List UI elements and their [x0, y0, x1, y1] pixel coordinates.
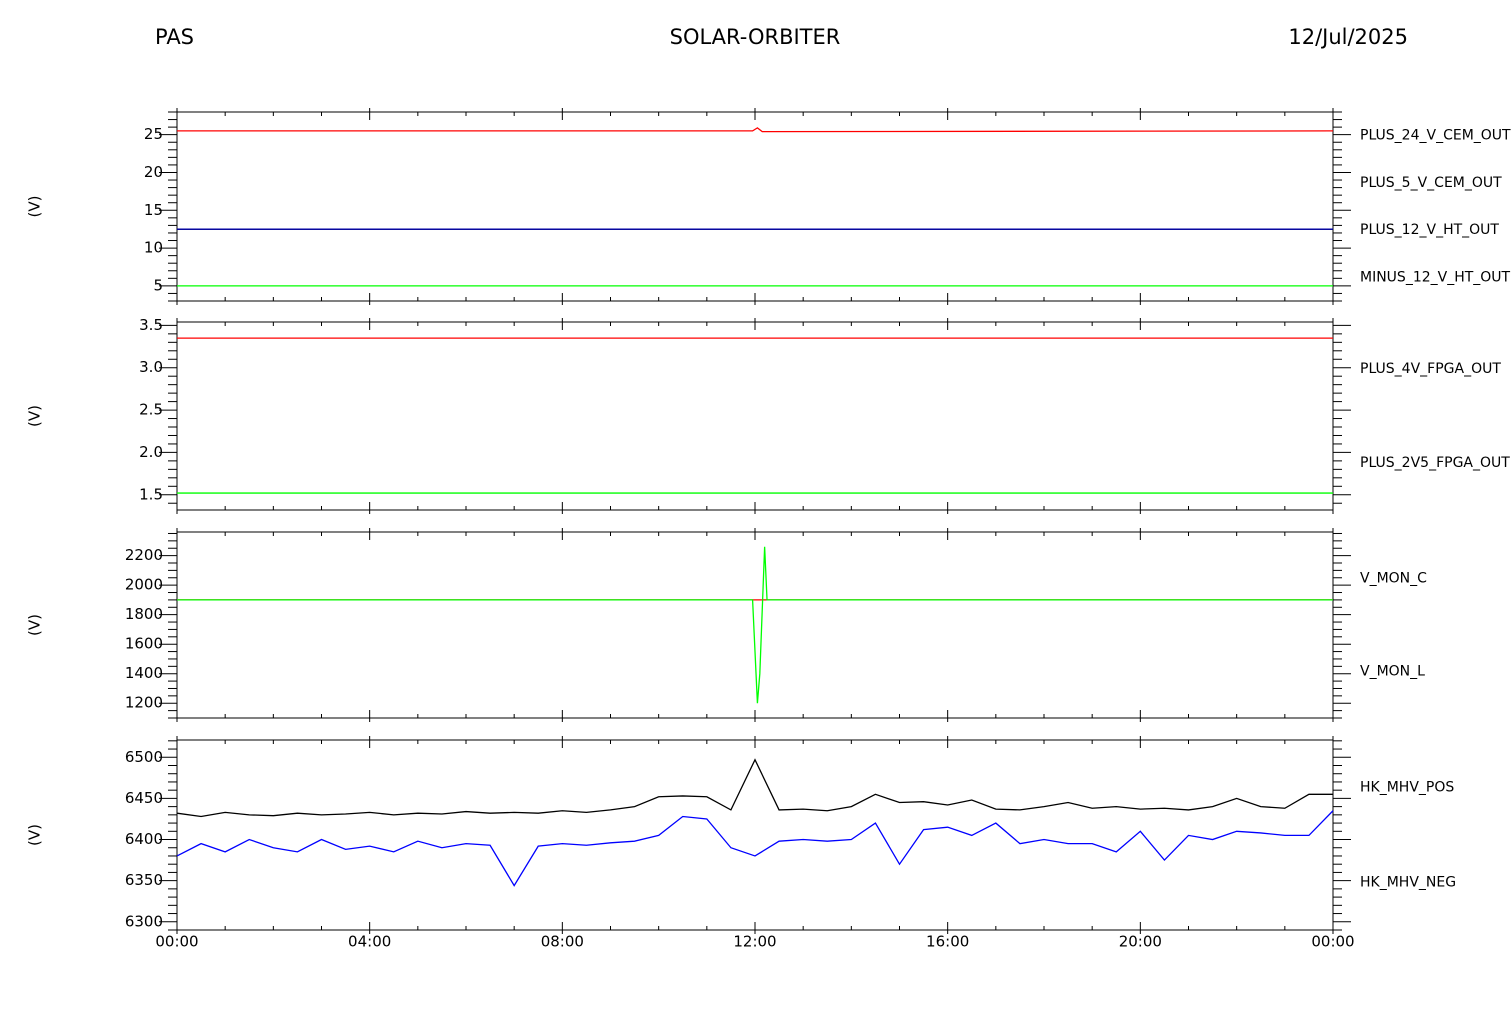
legend-label: V_MON_C — [1360, 571, 1427, 587]
y-tick-label: 5 — [153, 276, 163, 294]
plot-frame — [176, 321, 1334, 511]
legend-label: PLUS_2V5_FPGA_OUT — [1360, 455, 1510, 471]
legend-label: PLUS_12_V_HT_OUT — [1360, 222, 1499, 238]
legend-label: HK_MHV_NEG — [1360, 875, 1456, 891]
legend-label: V_MON_L — [1360, 664, 1425, 680]
plot-frame — [176, 111, 1334, 302]
plot-frame — [176, 531, 1334, 719]
plot-frame — [176, 739, 1334, 931]
y-axis-label: (V) — [26, 824, 44, 846]
series-line — [176, 810, 1334, 887]
x-tick-label: 16:00 — [926, 933, 969, 951]
y-tick-label: 1200 — [125, 694, 163, 712]
y-axis-label: (V) — [26, 196, 44, 218]
x-tick-label: 00:00 — [155, 933, 198, 951]
y-tick-label: 6300 — [125, 912, 163, 930]
header-left: PAS — [155, 25, 194, 49]
y-axis-label: (V) — [26, 405, 44, 427]
y-tick-label: 1.5 — [139, 485, 163, 503]
y-tick-label: 10 — [144, 239, 163, 257]
x-tick-label: 08:00 — [541, 933, 584, 951]
y-tick-label: 2.0 — [139, 443, 163, 461]
legend-label: HK_MHV_POS — [1360, 780, 1454, 796]
x-tick-label: 00:00 — [1311, 933, 1354, 951]
legend-label: PLUS_5_V_CEM_OUT — [1360, 175, 1502, 191]
y-tick-label: 6450 — [125, 789, 163, 807]
y-tick-label: 1600 — [125, 635, 163, 653]
y-tick-label: 6350 — [125, 871, 163, 889]
y-tick-label: 1800 — [125, 605, 163, 623]
y-tick-label: 3.5 — [139, 316, 163, 334]
series-line — [177, 546, 1333, 704]
y-tick-label: 20 — [144, 163, 163, 181]
y-tick-label: 2000 — [125, 576, 163, 594]
x-tick-label: 20:00 — [1119, 933, 1162, 951]
y-tick-label: 2.5 — [139, 401, 163, 419]
y-tick-label: 3.0 — [139, 358, 163, 376]
x-tick-label: 12:00 — [733, 933, 776, 951]
header-title: SOLAR-ORBITER — [670, 25, 841, 49]
header-date: 12/Jul/2025 — [1288, 25, 1408, 49]
legend-label: PLUS_24_V_CEM_OUT — [1360, 128, 1511, 144]
y-tick-label: 6400 — [125, 830, 163, 848]
series-line — [176, 758, 1333, 818]
y-tick-label: 2200 — [125, 546, 163, 564]
legend-label: PLUS_4V_FPGA_OUT — [1360, 361, 1501, 377]
y-tick-label: 25 — [144, 125, 163, 143]
y-axis-label: (V) — [26, 614, 44, 636]
y-tick-label: 1400 — [125, 664, 163, 682]
y-tick-label: 6500 — [125, 748, 163, 766]
legend-label: MINUS_12_V_HT_OUT — [1360, 269, 1511, 285]
series-line — [177, 127, 1334, 133]
y-tick-label: 15 — [144, 201, 163, 219]
x-tick-label: 04:00 — [348, 933, 391, 951]
